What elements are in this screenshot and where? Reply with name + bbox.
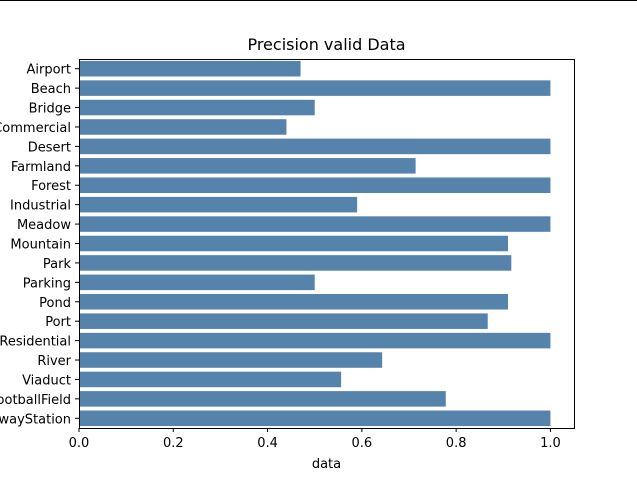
x-tick-label: 0.6	[352, 436, 373, 451]
bar-meadow	[79, 216, 551, 232]
y-tick-label: Park	[43, 257, 72, 272]
bar-commercial	[79, 119, 287, 135]
y-tick-label: Port	[45, 315, 71, 330]
y-tick-label: Meadow	[17, 218, 71, 233]
y-tick-label: Parking	[23, 276, 71, 291]
bar-desert	[79, 138, 551, 155]
x-axis-ticks: 0.0 0.2 0.4 0.6 0.8 1.0	[69, 428, 561, 451]
y-tick-label: Industrial	[10, 199, 71, 214]
y-axis-ticks: Airport Beach Bridge Commercial Desert Farmla…	[0, 63, 79, 427]
bar-port	[79, 313, 488, 329]
bar-airport	[79, 60, 301, 77]
x-tick-label: 0.4	[257, 436, 278, 451]
bar-industrial	[79, 196, 358, 213]
bar-beach	[79, 80, 551, 96]
x-tick-label: 0.0	[69, 436, 90, 451]
y-tick-label: FootballField	[0, 393, 71, 408]
y-tick-label: Beach	[31, 82, 71, 97]
bar-railwaystation	[79, 410, 551, 427]
x-tick-label: 1.0	[540, 436, 561, 451]
bar-mountain	[79, 235, 508, 252]
x-tick-label: 0.8	[446, 436, 467, 451]
bars-group	[79, 60, 551, 427]
chart-title: Precision valid Data	[247, 35, 405, 54]
bar-footballfield	[79, 391, 446, 407]
bar-river	[79, 352, 383, 368]
y-tick-label: Desert	[28, 140, 71, 155]
plot-frame	[79, 59, 575, 429]
bar-residential	[79, 332, 551, 349]
y-tick-label: Farmland	[11, 160, 71, 175]
y-tick-label: Commercial	[0, 121, 71, 136]
y-tick-label: River	[37, 354, 71, 369]
bar-farmland	[79, 158, 416, 174]
y-tick-label: Mountain	[10, 238, 71, 253]
y-tick-label: Airport	[27, 63, 72, 78]
y-tick-label: Viaduct	[22, 373, 71, 388]
y-tick-label: Forest	[31, 179, 71, 194]
x-axis-label: data	[312, 457, 341, 472]
bar-pond	[79, 293, 508, 310]
bar-viaduct	[79, 371, 342, 388]
bar-bridge	[79, 99, 315, 116]
bar-parking	[79, 274, 315, 291]
y-tick-label: Residential	[0, 335, 71, 350]
x-tick-label: 0.2	[163, 436, 184, 451]
bar-forest	[79, 177, 551, 194]
y-tick-label: Pond	[39, 296, 71, 311]
bar-park	[79, 255, 512, 271]
y-tick-label: Bridge	[29, 102, 71, 117]
y-tick-label: RailwayStation	[0, 412, 71, 427]
